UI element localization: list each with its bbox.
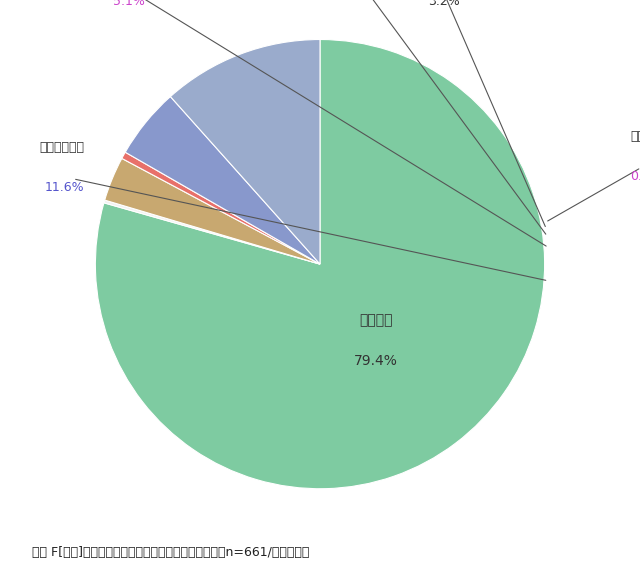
Text: 0.2%: 0.2% <box>630 170 640 183</box>
Text: 79.4%: 79.4% <box>354 354 398 367</box>
Text: そう思わない: そう思わない <box>630 130 640 143</box>
Text: 11.6%: 11.6% <box>45 181 84 194</box>
Text: 図表 F[設問]福島県を訪れて良かったと思いますか。（n=661/単一回答）: 図表 F[設問]福島県を訪れて良かったと思いますか。（n=661/単一回答） <box>32 546 309 559</box>
Wedge shape <box>170 40 320 264</box>
Text: そう思う: そう思う <box>360 314 393 327</box>
Text: 3.2%: 3.2% <box>428 0 460 7</box>
Wedge shape <box>95 40 545 488</box>
Wedge shape <box>122 152 320 264</box>
Wedge shape <box>125 97 320 264</box>
Text: ややそう思う: ややそう思う <box>39 141 84 154</box>
Wedge shape <box>105 158 320 264</box>
Text: 5.1%: 5.1% <box>113 0 145 7</box>
Wedge shape <box>104 200 320 264</box>
